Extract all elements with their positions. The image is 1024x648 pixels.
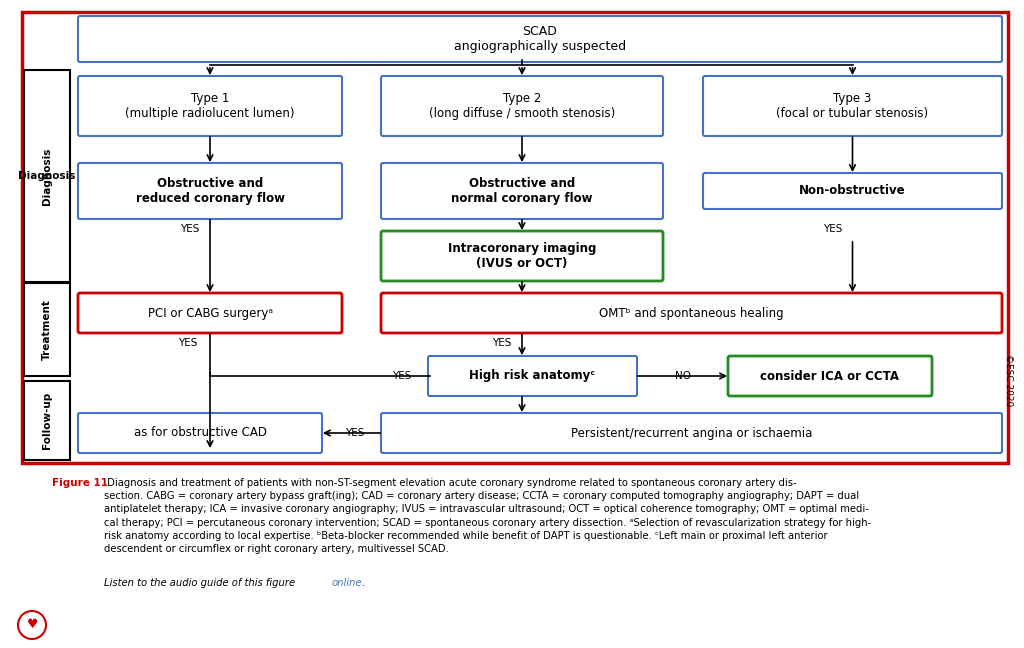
Text: Intracoronary imaging
(IVUS or OCT): Intracoronary imaging (IVUS or OCT) (447, 242, 596, 270)
Text: YES: YES (178, 338, 198, 348)
FancyBboxPatch shape (78, 293, 342, 333)
Text: YES: YES (392, 371, 412, 381)
Text: YES: YES (345, 428, 365, 438)
Text: Follow-up: Follow-up (42, 392, 52, 449)
Text: PCI or CABG surgeryᵃ: PCI or CABG surgeryᵃ (147, 307, 272, 319)
Circle shape (18, 611, 46, 639)
Text: OMTᵇ and spontaneous healing: OMTᵇ and spontaneous healing (599, 307, 783, 319)
Text: Non-obstructive: Non-obstructive (799, 185, 906, 198)
Text: ♥: ♥ (27, 618, 38, 632)
Text: as for obstructive CAD: as for obstructive CAD (133, 426, 266, 439)
FancyBboxPatch shape (22, 12, 1008, 463)
Text: SCAD
angiographically suspected: SCAD angiographically suspected (454, 25, 626, 53)
Text: Diagnosis: Diagnosis (42, 147, 52, 205)
FancyBboxPatch shape (78, 413, 322, 453)
FancyBboxPatch shape (381, 231, 663, 281)
FancyBboxPatch shape (24, 283, 70, 376)
FancyBboxPatch shape (428, 356, 637, 396)
Text: Treatment: Treatment (42, 299, 52, 360)
Text: online: online (332, 578, 362, 588)
FancyBboxPatch shape (381, 413, 1002, 453)
FancyBboxPatch shape (24, 381, 70, 460)
FancyBboxPatch shape (78, 16, 1002, 62)
FancyBboxPatch shape (78, 163, 342, 219)
FancyBboxPatch shape (381, 163, 663, 219)
Text: YES: YES (493, 338, 512, 348)
Text: Obstructive and
reduced coronary flow: Obstructive and reduced coronary flow (135, 177, 285, 205)
Text: Obstructive and
normal coronary flow: Obstructive and normal coronary flow (452, 177, 593, 205)
Text: Figure 11: Figure 11 (52, 478, 108, 488)
FancyBboxPatch shape (728, 356, 932, 396)
FancyBboxPatch shape (381, 76, 663, 136)
FancyBboxPatch shape (703, 76, 1002, 136)
Text: ©ESC 2020: ©ESC 2020 (1004, 354, 1013, 406)
Text: NO: NO (675, 371, 690, 381)
FancyBboxPatch shape (381, 293, 1002, 333)
Text: Persistent/recurrent angina or ischaemia: Persistent/recurrent angina or ischaemia (570, 426, 812, 439)
Text: YES: YES (180, 224, 200, 234)
Text: consider ICA or CCTA: consider ICA or CCTA (761, 369, 899, 382)
Text: .: . (361, 578, 365, 588)
Text: Diagnosis and treatment of patients with non-ST-segment elevation acute coronary: Diagnosis and treatment of patients with… (104, 478, 871, 554)
Text: Diagnosis: Diagnosis (18, 171, 76, 181)
Text: Type 2
(long diffuse / smooth stenosis): Type 2 (long diffuse / smooth stenosis) (429, 92, 615, 120)
FancyBboxPatch shape (78, 76, 342, 136)
Text: Listen to the audio guide of this figure: Listen to the audio guide of this figure (104, 578, 298, 588)
Text: Type 3
(focal or tubular stenosis): Type 3 (focal or tubular stenosis) (776, 92, 929, 120)
Text: YES: YES (823, 224, 842, 234)
Text: High risk anatomyᶜ: High risk anatomyᶜ (469, 369, 596, 382)
FancyBboxPatch shape (24, 70, 70, 282)
Text: Type 1
(multiple radiolucent lumen): Type 1 (multiple radiolucent lumen) (125, 92, 295, 120)
FancyBboxPatch shape (703, 173, 1002, 209)
